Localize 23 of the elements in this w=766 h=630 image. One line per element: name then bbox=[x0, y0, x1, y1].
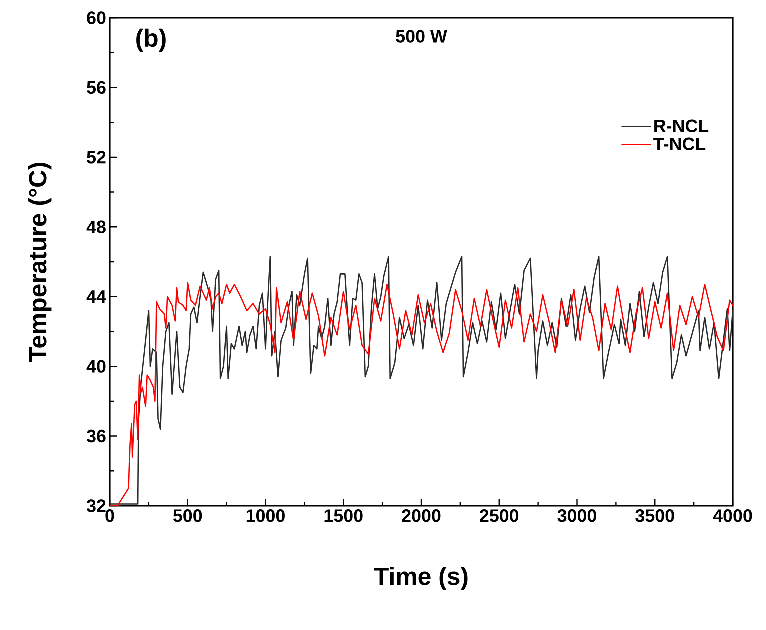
x-tick-label: 4000 bbox=[713, 510, 752, 522]
y-tick-label: 56 bbox=[87, 81, 106, 94]
x-tick-label: 500 bbox=[173, 510, 202, 522]
y-tick-label: 40 bbox=[86, 360, 106, 373]
y-tick-label: 44 bbox=[86, 290, 106, 304]
x-tick-label: 2500 bbox=[480, 510, 519, 522]
x-tick-label: 0 bbox=[106, 510, 114, 522]
legend-label: R-NCL bbox=[654, 120, 709, 132]
y-tick-label: 32 bbox=[86, 500, 106, 512]
x-tick-label: 2000 bbox=[402, 510, 441, 522]
legend-label: T-NCL bbox=[654, 138, 706, 150]
annotation: (b) bbox=[136, 28, 166, 52]
x-axis-title: Time (s) bbox=[374, 567, 468, 590]
x-tick-label: 3500 bbox=[636, 510, 674, 522]
y-tick-label: 48 bbox=[86, 220, 106, 234]
text: 500 W bbox=[396, 30, 448, 43]
y-tick-label: 52 bbox=[87, 151, 106, 164]
x-tick-label: 3000 bbox=[558, 510, 596, 522]
y-axis-title: Temperature (°C) bbox=[28, 163, 52, 362]
x-tick-label: 1000 bbox=[246, 510, 285, 522]
y-tick-label: 36 bbox=[86, 430, 106, 443]
x-tick-label: 1500 bbox=[324, 510, 363, 522]
y-tick-label: 60 bbox=[87, 12, 106, 24]
